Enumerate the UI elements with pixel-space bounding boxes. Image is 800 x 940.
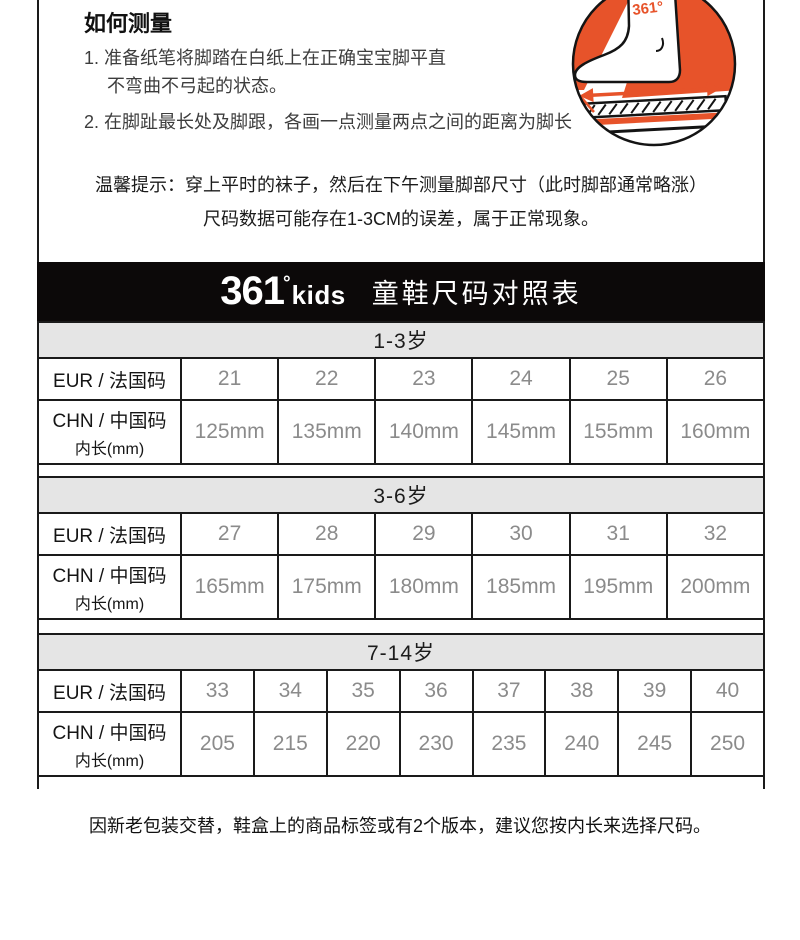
measure-arrow-line	[591, 87, 710, 98]
inner-length-cell: 165mm	[179, 554, 280, 620]
logo-number: 361	[220, 269, 285, 313]
age-band: 3-6岁	[37, 476, 765, 514]
inner-length-cell: 155mm	[568, 399, 668, 465]
eur-size-cell: 30	[471, 512, 571, 556]
size-table-age-7-14: 7-14岁 EUR / 法国码 33 34 35 36 37 38 39 40 …	[37, 633, 765, 777]
inner-length-cell: 200mm	[665, 554, 766, 620]
size-chart-title: 童鞋尺码对照表	[371, 279, 582, 309]
eur-size-cell: 31	[568, 512, 668, 556]
table-row: EUR / 法国码 27 28 29 30 31 32	[37, 512, 766, 556]
inner-length-cell: 220	[325, 711, 401, 777]
row-label-chn-line-1: CHN / 中国码	[52, 565, 167, 587]
eur-size-cell: 24	[471, 357, 571, 401]
table-row: EUR / 法国码 21 22 23 24 25 26	[37, 357, 766, 401]
eur-size-cell: 39	[617, 669, 693, 713]
table-row: EUR / 法国码 33 34 35 36 37 38 39 40	[37, 669, 765, 713]
brand-banner: 361 ° kids 童鞋尺码对照表	[37, 262, 765, 321]
row-label-chn-line-2: 内长(mm)	[74, 595, 145, 613]
arrow-head-left	[579, 88, 594, 103]
packaging-note: 因新老包装交替，鞋盒上的商品标签或有2个版本，建议您按内长来选择尺码。	[88, 816, 711, 836]
sock-brand-label: 361°	[631, 0, 664, 19]
measure-step-2: 2. 在脚趾最长处及脚跟，各画一点测量两点之间的距离为脚长	[84, 112, 573, 132]
eur-size-cell: 27	[179, 512, 280, 556]
table-row: CHN / 中国码 内长(mm) 205 215 220 230 235 240…	[37, 711, 765, 777]
row-label-eur: EUR / 法国码	[37, 357, 182, 401]
measure-title: 如何测量	[84, 11, 173, 36]
eur-size-cell: 38	[544, 669, 620, 713]
inner-length-cell: 140mm	[374, 399, 474, 465]
inner-length-cell: 250	[690, 711, 765, 777]
size-chart-content: 如何测量 1. 准备纸笔将脚踏在白纸上在正确宝宝脚平直 不弯曲不弓起的状态。 2…	[37, 0, 766, 777]
eur-size-cell: 40	[690, 669, 765, 713]
inner-length-cell: 175mm	[277, 554, 377, 620]
logo-degree-icon: °	[283, 273, 291, 294]
row-label-eur: EUR / 法国码	[37, 512, 182, 556]
brand-logo: 361 ° kids	[220, 269, 345, 314]
inner-length-cell: 145mm	[471, 399, 571, 465]
table-right-border-line	[763, 0, 765, 789]
ruler-orange-strip	[573, 112, 727, 127]
inner-length-cell: 185mm	[471, 554, 571, 620]
row-label-chn-line-1: CHN / 中国码	[52, 410, 167, 432]
logo-kids-text: kids	[291, 280, 346, 310]
inner-length-cell: 215	[252, 711, 328, 777]
inner-length-cell: 245	[617, 711, 693, 777]
row-label-eur: EUR / 法国码	[37, 669, 182, 713]
row-label-chn-line-1: CHN / 中国码	[52, 722, 167, 744]
age-band: 7-14岁	[37, 633, 765, 671]
arrow-head-right	[706, 82, 722, 97]
eur-size-cell: 28	[277, 512, 377, 556]
eur-size-cell: 22	[277, 357, 377, 401]
inner-length-cell: 235	[471, 711, 547, 777]
row-label-chn: CHN / 中国码 内长(mm)	[37, 399, 182, 465]
eur-size-cell: 23	[374, 357, 474, 401]
table-row: CHN / 中国码 内长(mm) 125mm 135mm 140mm 145mm…	[37, 399, 766, 465]
age-band: 1-3岁	[37, 321, 765, 359]
eur-size-cell: 33	[180, 669, 255, 713]
row-label-chn-line-2: 内长(mm)	[74, 440, 145, 458]
eur-size-cell: 32	[665, 512, 766, 556]
eur-size-cell: 34	[252, 669, 328, 713]
size-table-age-1-3: 1-3岁 EUR / 法国码 21 22 23 24 25 26 CHN / 中…	[37, 321, 766, 465]
measure-step-1-line-2: 不弯曲不弓起的状态。	[107, 76, 287, 96]
size-table-age-3-6: 3-6岁 EUR / 法国码 27 28 29 30 31 32 CHN / 中…	[37, 476, 766, 620]
warm-tips: 温馨提示：穿上平时的袜子，然后在下午测量脚部尺寸（此时脚部通常略涨） 尺码数据可…	[77, 168, 725, 236]
measure-instructions-section: 如何测量 1. 准备纸笔将脚踏在白纸上在正确宝宝脚平直 不弯曲不弓起的状态。 2…	[37, 0, 765, 262]
row-label-chn-line-2: 内长(mm)	[74, 752, 145, 770]
row-label-chn: CHN / 中国码 内长(mm)	[37, 711, 182, 777]
table-row: CHN / 中国码 内长(mm) 165mm 175mm 180mm 185mm…	[37, 554, 766, 620]
foot-measuring-illustration: 361°	[571, 0, 737, 147]
warm-tips-line-2: 尺码数据可能存在1-3CM的误差，属于正常现象。	[202, 209, 599, 229]
warm-tips-line-1: 温馨提示：穿上平时的袜子，然后在下午测量脚部尺寸（此时脚部通常略涨）	[95, 175, 707, 195]
inner-length-cell: 135mm	[277, 399, 377, 465]
inner-length-cell: 180mm	[374, 554, 474, 620]
row-label-chn: CHN / 中国码 内长(mm)	[37, 554, 182, 620]
eur-size-cell: 36	[398, 669, 474, 713]
measure-step-1-line-1: 1. 准备纸笔将脚踏在白纸上在正确宝宝脚平直	[84, 48, 447, 68]
ankle-fold-mark	[655, 37, 665, 52]
eur-size-cell: 37	[471, 669, 547, 713]
illustration-circle-outline	[571, 0, 737, 147]
inner-length-cell: 125mm	[179, 399, 280, 465]
inner-length-cell: 195mm	[568, 554, 668, 620]
inner-length-cell: 240	[544, 711, 620, 777]
eur-size-cell: 26	[665, 357, 766, 401]
inner-length-cell: 230	[398, 711, 474, 777]
inner-length-cell: 160mm	[665, 399, 766, 465]
eur-size-cell: 21	[179, 357, 280, 401]
eur-size-cell: 35	[325, 669, 401, 713]
eur-size-cell: 29	[374, 512, 474, 556]
inner-length-cell: 205	[180, 711, 255, 777]
eur-size-cell: 25	[568, 357, 668, 401]
